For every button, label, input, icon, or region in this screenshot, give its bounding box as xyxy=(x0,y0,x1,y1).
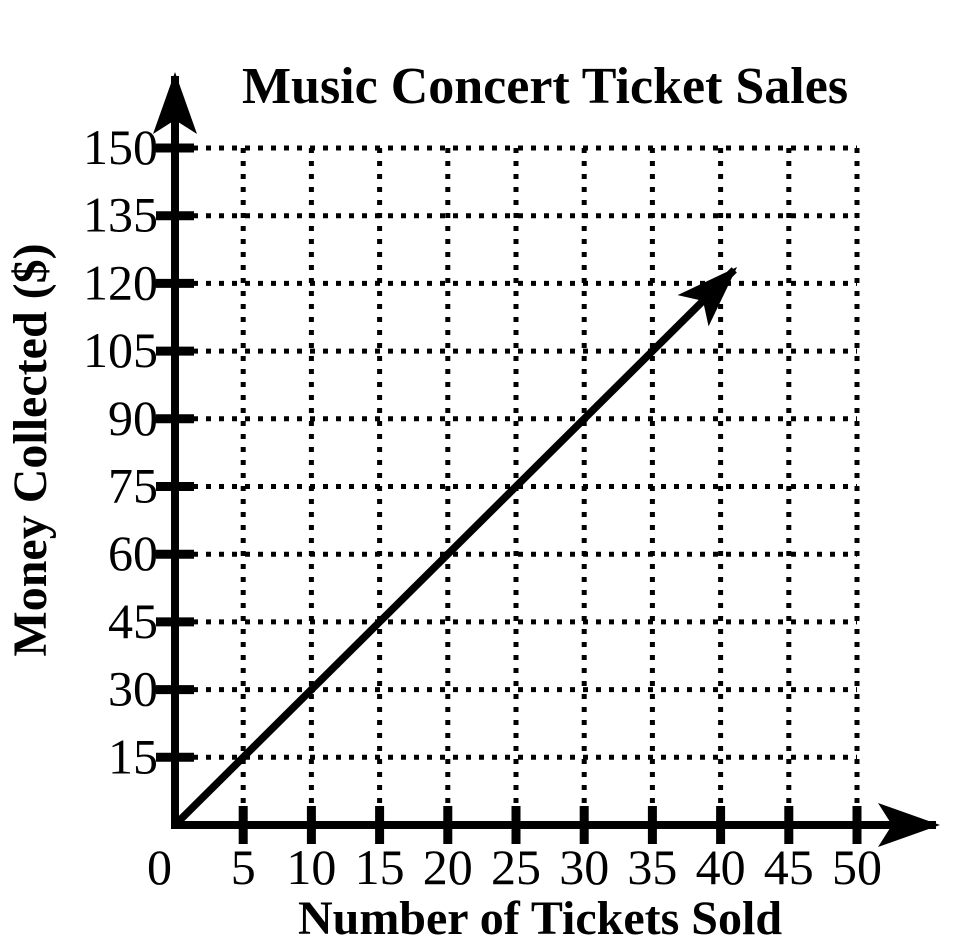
y-tick-label-105: 105 xyxy=(83,322,158,378)
y-tick-label-15: 15 xyxy=(108,728,158,784)
series-layer xyxy=(172,267,738,828)
y-axis-title: Money Collected ($) xyxy=(4,243,57,656)
x-tick-label-45: 45 xyxy=(764,839,814,895)
y-tick-label-90: 90 xyxy=(108,390,158,446)
grid-layer xyxy=(180,145,860,821)
y-tick-label-75: 75 xyxy=(108,458,158,514)
tick-label-layer: 15 30 45 60 75 90 105 120 135 150 5 10 15 20 25 30 35 40 4… xyxy=(83,119,882,895)
x-tick-label-35: 35 xyxy=(627,839,677,895)
x-tick-label-20: 20 xyxy=(423,839,473,895)
y-tick-label-150: 150 xyxy=(83,119,158,175)
y-tick-label-30: 30 xyxy=(108,661,158,717)
y-tick-label-135: 135 xyxy=(83,187,158,243)
x-tick-label-25: 25 xyxy=(491,839,541,895)
x-tick-label-50: 50 xyxy=(832,839,882,895)
origin-label: 0 xyxy=(147,839,172,895)
y-tick-label-60: 60 xyxy=(108,525,158,581)
tick-layer xyxy=(156,143,862,844)
x-tick-label-5: 5 xyxy=(231,839,256,895)
x-tick-label-10: 10 xyxy=(286,839,336,895)
y-tick-label-120: 120 xyxy=(83,254,158,310)
x-tick-label-15: 15 xyxy=(355,839,405,895)
x-tick-label-30: 30 xyxy=(559,839,609,895)
x-axis-title: Number of Tickets Sold xyxy=(298,892,782,945)
data-line-ticket-sales-ray xyxy=(172,267,738,828)
y-tick-label-45: 45 xyxy=(108,593,158,649)
x-tick-label-40: 40 xyxy=(696,839,746,895)
chart-title: Music Concert Ticket Sales xyxy=(242,58,848,115)
